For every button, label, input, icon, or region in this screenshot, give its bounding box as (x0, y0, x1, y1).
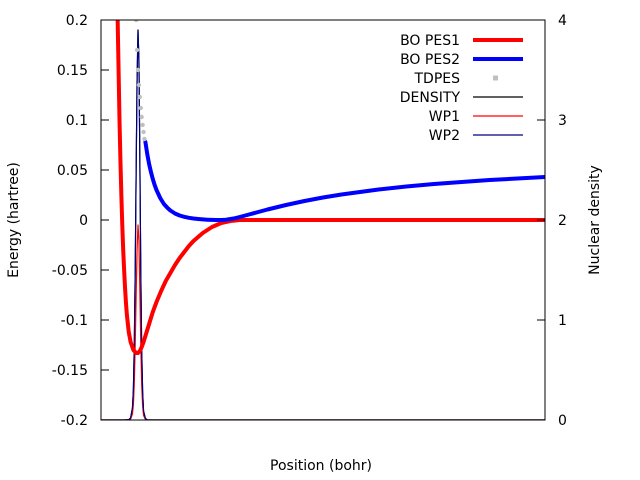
legend: BO PES1 BO PES2 TDPES DENSITY WP1 WP2 (400, 33, 523, 144)
series-tdpes (133, 20, 147, 142)
legend-label: BO PES1 (400, 33, 460, 49)
series-line-density (101, 29, 545, 420)
legend-label: WP2 (429, 128, 460, 144)
y-axis-title: Energy (hartree) (6, 162, 22, 278)
legend-swatch (493, 75, 498, 81)
series-line-wp2 (101, 29, 545, 420)
series-line-bo-pes1 (115, 20, 545, 355)
data-point (138, 105, 143, 111)
y2-axis-title: Nuclear density (587, 165, 603, 275)
data-point (136, 82, 142, 88)
x-axis-title: Position (bohr) (270, 458, 372, 474)
data-point (134, 47, 140, 53)
y-tick-label: 0.05 (57, 163, 88, 179)
y2-tick-label: 4 (558, 13, 567, 29)
data-point (137, 94, 143, 100)
legend-label: WP1 (429, 109, 460, 125)
series-line-bo-pes2 (143, 140, 545, 222)
legend-label: BO PES2 (400, 52, 460, 68)
y-tick-label: 0.2 (66, 13, 88, 29)
data-point (140, 122, 145, 128)
series-line-wp1 (101, 224, 545, 420)
y-tick-label: -0.1 (61, 313, 88, 329)
legend-label: DENSITY (400, 90, 461, 106)
y-tick-label: 0.1 (66, 113, 88, 129)
data-point (142, 136, 147, 142)
legend-label: TDPES (413, 71, 460, 87)
data-point (133, 20, 139, 23)
y-tick-label: 0.15 (57, 63, 88, 79)
y-tick-label: -0.2 (61, 413, 88, 429)
y2-tick-label: 0 (558, 413, 567, 429)
y2-tick-label: 2 (558, 213, 567, 229)
data-point (135, 67, 141, 73)
y2-tick-label: 3 (558, 113, 567, 129)
data-point (141, 129, 146, 135)
y-tick-label: 0 (79, 213, 88, 229)
y-tick-label: -0.05 (52, 263, 88, 279)
y2-tick-label: 1 (558, 313, 567, 329)
y-tick-label: -0.15 (52, 363, 88, 379)
data-point (139, 114, 144, 120)
